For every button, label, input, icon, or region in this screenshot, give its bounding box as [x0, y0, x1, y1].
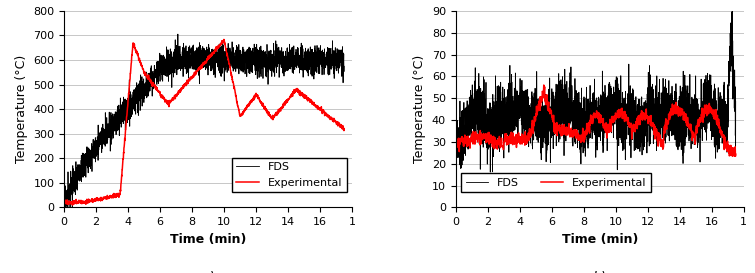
FDS — [340, 65, 349, 68]
Line: Experimental: Experimental — [456, 85, 735, 156]
FDS — [174, 32, 183, 36]
FDS — [500, 88, 509, 91]
Line: FDS: FDS — [64, 34, 344, 207]
Legend: FDS, Experimental: FDS, Experimental — [232, 158, 347, 192]
Line: Experimental: Experimental — [64, 40, 344, 205]
Experimental — [731, 155, 740, 158]
Experimental — [451, 138, 461, 142]
Legend: FDS, Experimental: FDS, Experimental — [461, 173, 651, 192]
Experimental — [604, 131, 613, 134]
Experimental — [190, 74, 199, 78]
Experimental — [498, 144, 507, 148]
Experimental — [539, 83, 548, 87]
FDS — [304, 58, 313, 61]
X-axis label: Time (min): Time (min) — [562, 233, 638, 246]
FDS — [60, 206, 69, 209]
FDS — [179, 52, 188, 55]
FDS — [91, 146, 100, 149]
Experimental — [60, 202, 69, 205]
Experimental — [219, 38, 228, 41]
Experimental — [82, 201, 91, 204]
FDS — [60, 199, 69, 202]
FDS — [451, 151, 461, 155]
X-axis label: Time (min): Time (min) — [170, 233, 246, 246]
Experimental — [488, 140, 498, 143]
FDS — [167, 54, 176, 57]
Line: FDS: FDS — [456, 11, 735, 172]
Experimental — [184, 77, 193, 80]
FDS — [485, 170, 495, 174]
FDS — [728, 9, 737, 13]
FDS — [571, 104, 580, 107]
Experimental — [93, 196, 102, 200]
Y-axis label: Temperature (°C): Temperature (°C) — [15, 55, 28, 163]
Experimental — [340, 128, 349, 131]
FDS — [108, 125, 117, 129]
FDS — [483, 133, 492, 136]
Experimental — [68, 203, 77, 207]
Experimental — [599, 124, 608, 127]
FDS — [559, 122, 568, 125]
Experimental — [546, 110, 555, 113]
FDS — [731, 100, 740, 103]
Experimental — [573, 135, 582, 138]
Text: a): a) — [201, 270, 215, 273]
Text: b): b) — [593, 270, 607, 273]
Y-axis label: Temperature (°C): Temperature (°C) — [413, 55, 427, 163]
FDS — [726, 38, 735, 41]
Experimental — [179, 84, 188, 87]
Experimental — [219, 39, 228, 43]
Experimental — [731, 153, 740, 156]
FDS — [695, 125, 704, 129]
FDS — [334, 67, 344, 70]
